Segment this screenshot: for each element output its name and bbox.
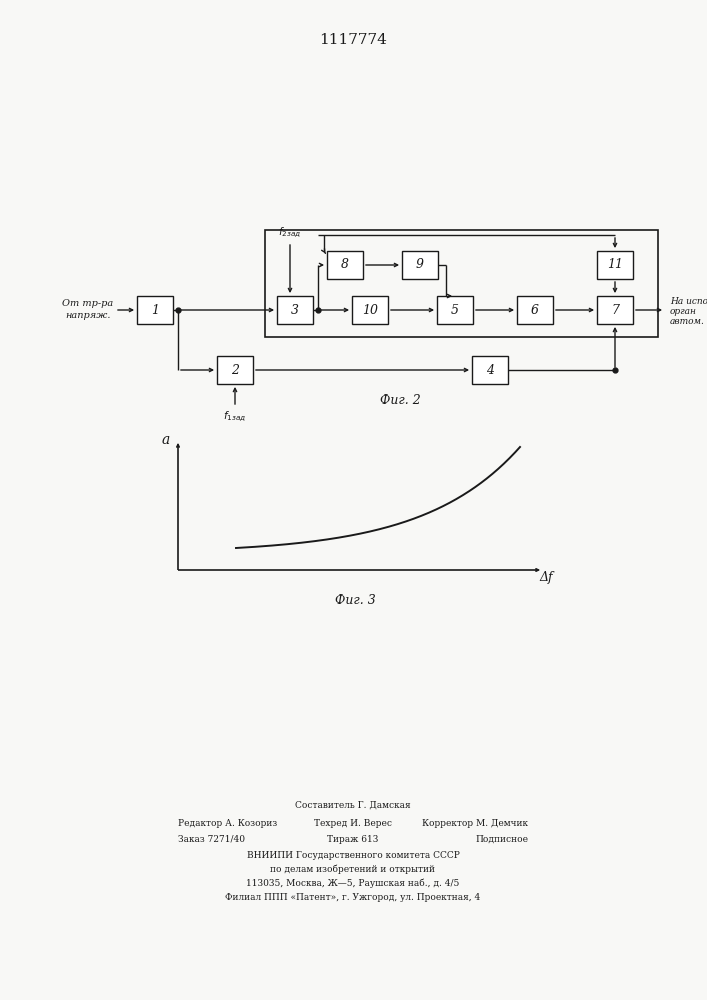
Bar — [265, 230, 658, 337]
Bar — [402, 251, 438, 279]
Text: ВНИИПИ Государственного комитета СССР: ВНИИПИ Государственного комитета СССР — [247, 850, 460, 859]
Text: Заказ 7271/40: Заказ 7271/40 — [178, 834, 245, 844]
Text: $f_{2зад}$: $f_{2зад}$ — [279, 226, 302, 240]
Text: Корректор М. Демчик: Корректор М. Демчик — [422, 818, 528, 828]
Text: Тираж 613: Тираж 613 — [327, 834, 379, 844]
Text: 9: 9 — [416, 258, 424, 271]
Text: 3: 3 — [291, 304, 299, 316]
Text: $f_{1зад}$: $f_{1зад}$ — [223, 410, 247, 424]
Text: Δf: Δf — [539, 572, 553, 584]
Text: 6: 6 — [531, 304, 539, 316]
Text: Техред И. Верес: Техред И. Верес — [314, 818, 392, 828]
Text: Филиал ППП «Патент», г. Ужгород, ул. Проектная, 4: Филиал ППП «Патент», г. Ужгород, ул. Про… — [226, 892, 481, 902]
Bar — [517, 296, 553, 324]
Bar — [277, 296, 313, 324]
Bar — [327, 251, 363, 279]
Text: Составитель Г. Дамская: Составитель Г. Дамская — [296, 800, 411, 810]
Text: 4: 4 — [486, 363, 494, 376]
Text: a: a — [162, 433, 170, 447]
Bar — [472, 356, 508, 384]
Text: по делам изобретений и открытий: по делам изобретений и открытий — [271, 864, 436, 874]
Text: Фиг. 2: Фиг. 2 — [380, 393, 421, 406]
Text: 10: 10 — [362, 304, 378, 316]
Text: автом.: автом. — [670, 318, 705, 326]
Bar — [217, 356, 253, 384]
Text: 11: 11 — [607, 258, 623, 271]
Text: 8: 8 — [341, 258, 349, 271]
Text: 113035, Москва, Ж—5, Раушская наб., д. 4/5: 113035, Москва, Ж—5, Раушская наб., д. 4… — [246, 878, 460, 888]
Bar — [137, 296, 173, 324]
Text: От тр-ра: От тр-ра — [62, 298, 114, 308]
Bar — [597, 251, 633, 279]
Bar — [352, 296, 388, 324]
Bar — [597, 296, 633, 324]
Text: Редактор А. Козориз: Редактор А. Козориз — [178, 818, 277, 828]
Text: напряж.: напряж. — [65, 310, 111, 320]
Text: Подписное: Подписное — [475, 834, 528, 844]
Text: 2: 2 — [231, 363, 239, 376]
Text: 5: 5 — [451, 304, 459, 316]
Text: 7: 7 — [611, 304, 619, 316]
Text: 1: 1 — [151, 304, 159, 316]
Bar — [437, 296, 473, 324]
Text: На исполн.: На исполн. — [670, 298, 707, 306]
Text: 1117774: 1117774 — [319, 33, 387, 47]
Text: Фиг. 3: Фиг. 3 — [334, 593, 375, 606]
Text: орган: орган — [670, 308, 697, 316]
